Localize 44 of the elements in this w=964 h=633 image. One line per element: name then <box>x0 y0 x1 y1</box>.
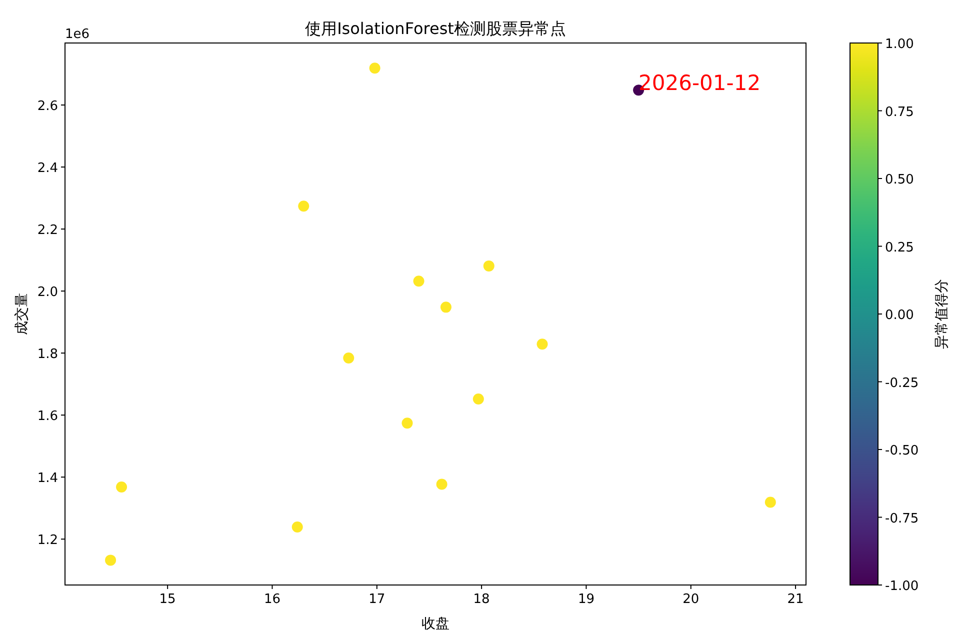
point <box>472 393 484 404</box>
point <box>369 62 380 74</box>
point <box>436 478 448 490</box>
color-bar-label: -0.75 <box>885 511 919 526</box>
point <box>343 352 354 364</box>
text: 1e6 <box>65 27 90 42</box>
color-bar-label: -0.25 <box>885 376 919 391</box>
color-bar-title: 异常值得分 <box>934 279 950 349</box>
x-tick-label: 16 <box>264 592 280 607</box>
color-bar-label: 0.25 <box>885 240 914 256</box>
color-bar-label: 1.00 <box>885 37 914 52</box>
x-tick-label: 15 <box>159 592 176 607</box>
x-tick-label: 18 <box>473 592 490 607</box>
point <box>483 260 494 272</box>
x-tick-label: 21 <box>787 592 804 607</box>
point <box>536 338 548 350</box>
point <box>764 496 776 508</box>
point <box>105 554 116 566</box>
color-bar-label: -1.00 <box>885 579 919 594</box>
x-tick-label: 20 <box>682 592 700 607</box>
y-tick-label: 1.8 <box>37 347 58 362</box>
chart-title: 使用IsolationForest检测股票异常点 <box>305 19 566 38</box>
point <box>292 522 303 533</box>
point <box>413 276 424 287</box>
point <box>116 482 128 493</box>
color-bar-label: -0.50 <box>885 444 919 458</box>
annotation: 2026-01-12 <box>638 71 761 96</box>
y-tick-label: 2.4 <box>37 161 58 176</box>
x-axis-title: 收盘 <box>422 616 450 632</box>
y-tick-label: 2.2 <box>37 223 58 238</box>
point <box>298 200 310 212</box>
point <box>440 302 452 313</box>
y-tick-label: 1.6 <box>37 409 58 424</box>
y-tick-label: 2.0 <box>37 285 58 300</box>
x-tick-label: 17 <box>368 592 386 607</box>
color-bar-label: 0.50 <box>885 172 914 188</box>
y-axis-title: 成交量 <box>14 293 30 335</box>
color-bar-label: 0.75 <box>885 104 914 120</box>
y-tick-label: 1.2 <box>37 533 58 548</box>
y-tick-label: 1.4 <box>37 471 58 486</box>
color-bar-label: 0.00 <box>885 308 914 323</box>
point <box>402 418 413 429</box>
y-tick-label: 2.6 <box>37 99 58 114</box>
x-tick-label: 19 <box>578 592 594 607</box>
